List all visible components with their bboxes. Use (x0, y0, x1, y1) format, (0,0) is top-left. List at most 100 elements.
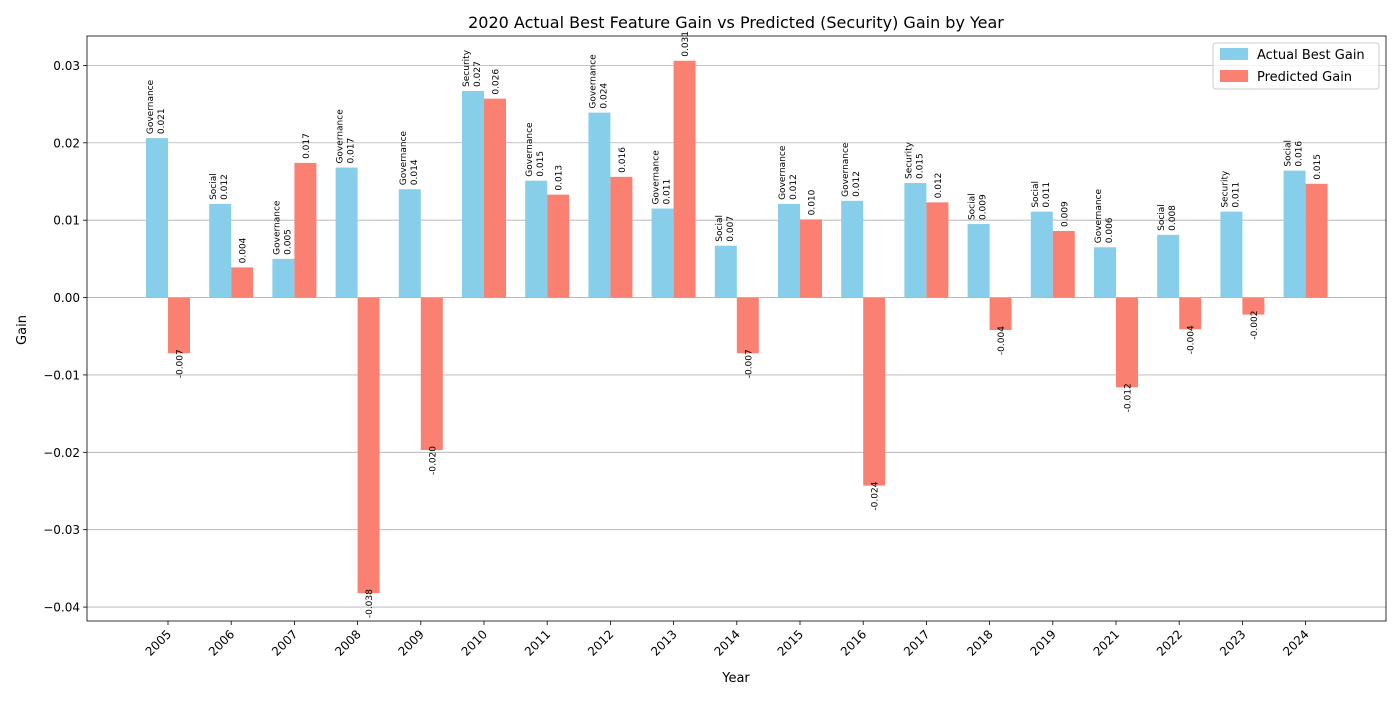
predicted-value-label: -0.004 (1187, 325, 1197, 354)
bar-actual-gain (1030, 211, 1053, 298)
actual-value-label: 0.006 (1105, 217, 1115, 243)
actual-value-label: 0.012 (789, 174, 799, 200)
feature-name-label: Governance (272, 200, 282, 255)
x-tick-label: 2007 (269, 627, 300, 658)
predicted-value-label: -0.002 (1250, 311, 1260, 340)
bar-predicted-gain (357, 297, 380, 594)
actual-value-label: 0.024 (599, 83, 609, 109)
bar-actual-gain (651, 208, 674, 298)
feature-name-label: Governance (525, 122, 535, 177)
feature-name-label: Security (1220, 170, 1230, 208)
actual-value-label: 0.009 (979, 194, 989, 220)
bar-actual-gain (778, 203, 800, 298)
predicted-value-label: 0.026 (492, 69, 502, 95)
plot-frame (86, 35, 1387, 622)
actual-value-label: 0.007 (726, 216, 736, 242)
legend-frame (1212, 42, 1380, 90)
x-tick-label: 2011 (522, 627, 553, 658)
predicted-value-label: -0.007 (176, 349, 186, 378)
bar-actual-gain (272, 258, 295, 298)
bar-actual-gain (1094, 247, 1116, 298)
bar-actual-gain (967, 224, 990, 298)
bar-actual-gain (841, 200, 864, 298)
actual-value-label: 0.012 (852, 171, 862, 197)
legend-label-predicted: Predicted Gain (1257, 70, 1352, 85)
feature-name-label: Social (968, 193, 978, 220)
feature-name-label: Governance (652, 150, 662, 205)
y-tick-label: 0.01 (53, 214, 80, 228)
bar-actual-gain (1220, 211, 1243, 298)
x-tick-label: 2016 (838, 627, 869, 658)
y-tick-label: −0.04 (43, 601, 80, 615)
bar-predicted-gain (1305, 183, 1328, 298)
feature-name-label: Governance (146, 79, 156, 134)
feature-name-label: Governance (1094, 188, 1104, 243)
x-tick-label: 2022 (1154, 627, 1185, 658)
feature-name-label: Social (209, 173, 219, 200)
legend-label-actual: Actual Best Gain (1257, 48, 1365, 63)
bar-predicted-gain (1242, 297, 1265, 315)
bar-actual-gain (462, 90, 484, 298)
x-tick-label: 2014 (711, 627, 742, 658)
x-axis-label: Year (721, 671, 750, 686)
bar-predicted-gain (168, 297, 190, 354)
predicted-value-label: -0.038 (365, 589, 375, 618)
legend-swatch-predicted (1220, 70, 1248, 82)
feature-name-label: Governance (399, 130, 409, 185)
y-tick-label: 0.03 (53, 59, 80, 73)
bar-actual-gain (714, 245, 737, 298)
bar-predicted-gain (800, 219, 822, 298)
legend: Actual Best Gain Predicted Gain (1212, 42, 1380, 90)
feature-name-label: Social (1157, 204, 1167, 231)
predicted-value-label: 0.015 (1313, 154, 1323, 180)
feature-name-label: Social (1284, 140, 1294, 167)
bar-actual-gain (525, 180, 548, 298)
feature-name-label: Governance (841, 142, 851, 197)
actual-value-label: 0.012 (220, 174, 230, 200)
x-tick-label: 2024 (1280, 627, 1311, 658)
actual-value-label: 0.011 (1042, 182, 1052, 208)
bar-actual-gain (904, 183, 927, 298)
predicted-value-label: -0.020 (428, 446, 438, 475)
predicted-value-label: -0.007 (744, 349, 754, 378)
bar-predicted-gain (420, 297, 443, 450)
feature-name-label: Governance (336, 109, 346, 164)
bar-predicted-gain (1179, 297, 1202, 330)
predicted-value-label: 0.004 (239, 237, 249, 263)
bar-predicted-gain (736, 297, 759, 354)
actual-value-label: 0.014 (410, 159, 420, 185)
predicted-value-label: 0.016 (618, 147, 628, 173)
x-tick-label: 2009 (395, 627, 426, 658)
actual-value-label: 0.017 (347, 138, 357, 164)
predicted-value-label: 0.009 (1060, 201, 1070, 227)
predicted-value-label: 0.013 (555, 165, 565, 191)
predicted-value-label: -0.004 (997, 326, 1007, 355)
x-tick-label: 2021 (1091, 627, 1122, 658)
y-tick-label: −0.01 (43, 368, 80, 382)
feature-name-label: Governance (588, 54, 598, 109)
bar-predicted-gain (673, 60, 696, 298)
bar-predicted-gain (1052, 231, 1075, 298)
y-tick-label: 0.00 (53, 291, 80, 305)
x-tick-label: 2019 (1027, 627, 1058, 658)
predicted-value-label: 0.017 (302, 133, 312, 159)
predicted-value-label: 0.031 (681, 31, 691, 57)
actual-value-label: 0.015 (536, 151, 546, 177)
x-tick-label: 2006 (206, 627, 237, 658)
legend-swatch-actual (1220, 48, 1248, 60)
bar-actual-gain (209, 203, 232, 298)
bar-predicted-gain (926, 202, 949, 298)
bar-actual-gain (335, 167, 358, 298)
actual-value-label: 0.015 (915, 153, 925, 179)
predicted-value-label: -0.012 (1124, 383, 1134, 412)
bar-predicted-gain (231, 267, 254, 298)
x-tick-label: 2023 (1217, 627, 1248, 658)
x-tick-label: 2010 (459, 627, 490, 658)
y-axis-label: Gain (15, 315, 30, 345)
actual-value-label: 0.027 (473, 61, 483, 87)
x-tick-label: 2008 (332, 627, 363, 658)
feature-name-label: Governance (778, 145, 788, 200)
actual-value-label: 0.016 (1295, 141, 1305, 167)
bar-actual-gain (146, 138, 168, 298)
